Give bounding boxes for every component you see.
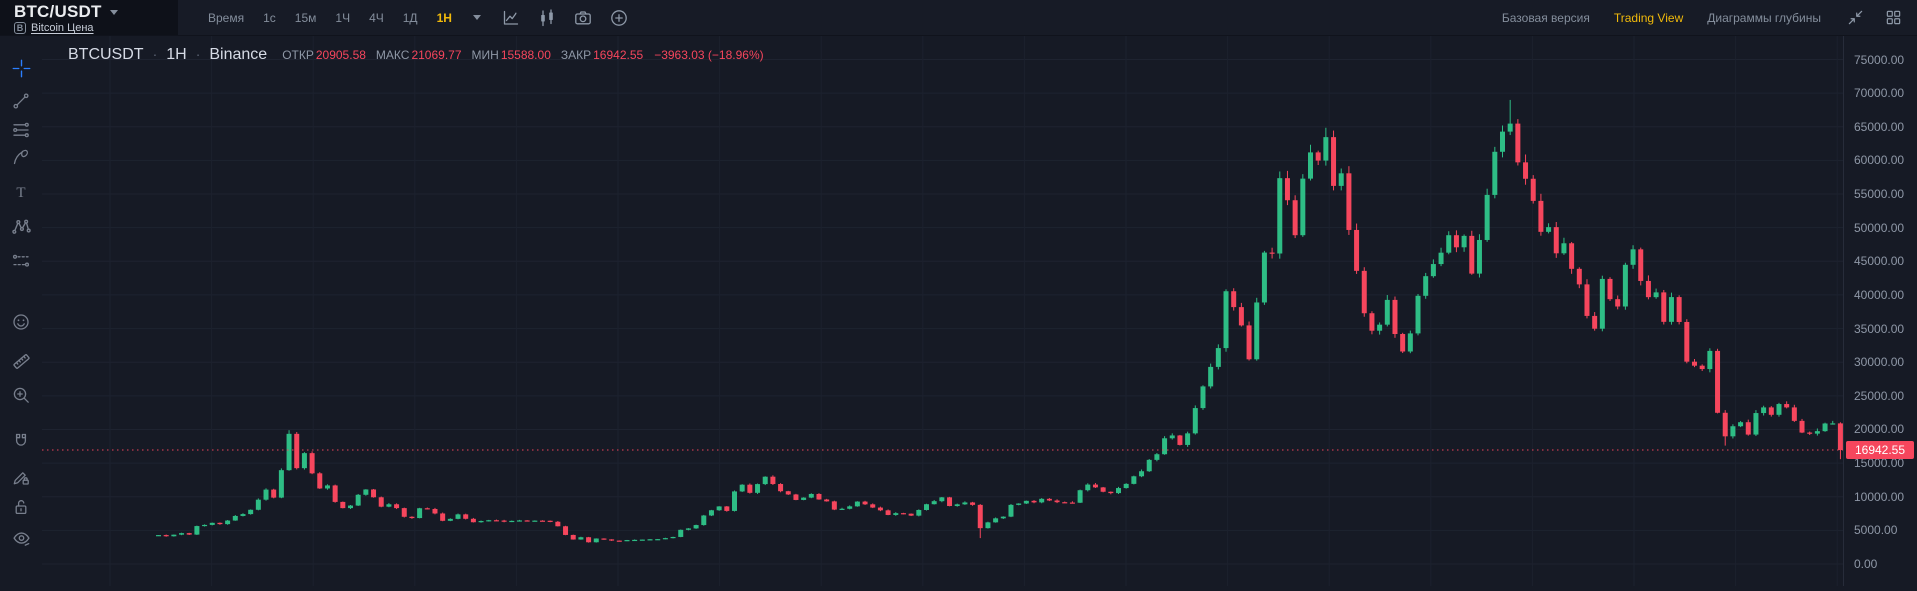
candlesticks-icon[interactable]	[535, 6, 559, 30]
timeframe-bar: Время 1с 15м 1Ч 4Ч 1Д 1Н	[208, 11, 483, 25]
drawing-tool-rail: T	[0, 35, 42, 586]
tool-text-icon[interactable]: T	[7, 178, 35, 206]
price-axis[interactable]: 75000.00 70000.00 65000.00 60000.00 55000.00…	[1843, 35, 1917, 586]
price-axis-label: 60000.00	[1854, 153, 1905, 168]
view-link[interactable]: Базовая версия	[1501, 10, 1590, 25]
view-link[interactable]: Диаграммы глубины	[1707, 10, 1821, 25]
tool-lock-all-icon[interactable]	[7, 493, 35, 521]
price-axis-label: 40000.00	[1854, 287, 1905, 302]
timeframe-4Ч[interactable]: 4Ч	[369, 10, 384, 25]
chart-pane[interactable]: BTCUSDT · 1H · Binance ОТКР 20905.58 МАКС 2…	[42, 35, 1843, 586]
price-axis-label: 30000.00	[1854, 355, 1905, 370]
grid-layout-icon[interactable]	[1883, 8, 1903, 28]
price-axis-label: 0.00	[1854, 557, 1878, 571]
collapse-icon[interactable]	[1845, 8, 1865, 28]
legend-field-value: 21069.77	[411, 48, 462, 62]
last-price-tag: 16942.55	[1846, 441, 1914, 460]
view-link[interactable]: Trading View	[1613, 10, 1684, 25]
price-axis-label: 50000.00	[1854, 220, 1905, 235]
timeframe-1с[interactable]: 1с	[263, 10, 276, 25]
legend-field-label: МИН 15588.00	[471, 48, 551, 62]
chevron-down-icon	[472, 15, 481, 20]
price-axis-label: 75000.00	[1854, 52, 1905, 67]
legend-change: −3963.03 (−18.96%)	[654, 48, 764, 62]
coin-link-row: B Bitcoin Цена	[14, 22, 178, 34]
tool-xabcd-pattern-icon[interactable]	[7, 212, 35, 240]
timeframe-1Ч[interactable]: 1Ч	[335, 10, 351, 25]
timeframe-1Н[interactable]: 1Н	[436, 10, 452, 25]
camera-icon[interactable]	[571, 6, 595, 30]
timeframe-dropdown[interactable]	[471, 13, 483, 22]
timeframe-time-label[interactable]: Время	[208, 10, 245, 25]
tool-fib-lines-icon[interactable]	[7, 116, 35, 144]
price-axis-label: 10000.00	[1854, 489, 1905, 504]
timeframe-15м[interactable]: 15м	[294, 10, 317, 25]
legend-fields: ОТКР 20905.58 МАКС 21069.77 МИН 15588.00 ЗАКР 1…	[282, 48, 643, 62]
tool-crosshair-icon[interactable]	[7, 54, 35, 82]
legend-field-label: МАКС 21069.77	[375, 48, 462, 62]
tool-forecast-icon[interactable]	[7, 247, 35, 275]
price-axis-label: 35000.00	[1854, 321, 1905, 336]
price-axis-label: 70000.00	[1854, 86, 1905, 101]
price-axis-label: 15000.00	[1854, 456, 1905, 471]
legend-symbol[interactable]: BTCUSDT	[68, 46, 144, 63]
price-axis-label: 65000.00	[1854, 119, 1905, 134]
legend-field-value: 15588.00	[500, 48, 551, 62]
legend-field-label: ОТКР 20905.58	[282, 48, 366, 62]
price-axis-label: 25000.00	[1854, 388, 1905, 403]
tool-ruler-icon[interactable]	[7, 347, 35, 375]
timeframe-options: 1с 15м 1Ч 4Ч 1Д 1Н	[263, 11, 452, 25]
tool-magnet-icon[interactable]	[7, 427, 35, 455]
tool-brush-icon[interactable]	[7, 143, 35, 171]
tool-hide-drawings-icon[interactable]	[7, 524, 35, 552]
topbar-right: Базовая версия Trading View Диаграммы глуб…	[1502, 8, 1917, 28]
top-toolbar: BTC/USDT B Bitcoin Цена Время 1с 15м 1Ч 4Ч 1…	[0, 0, 1917, 35]
price-axis-label: 5000.00	[1854, 523, 1898, 538]
symbol-block: BTC/USDT B Bitcoin Цена	[0, 0, 178, 35]
tool-drawing-lock-icon[interactable]	[7, 463, 35, 491]
svg-text:T: T	[16, 185, 25, 201]
symbol-selector[interactable]: BTC/USDT	[14, 2, 178, 22]
legend-exchange: Binance	[209, 46, 268, 63]
line-chart-icon[interactable]	[499, 6, 523, 30]
price-axis-label: 55000.00	[1854, 187, 1905, 202]
symbol-title: BTC/USDT	[14, 2, 102, 21]
ohlc-legend: BTCUSDT · 1H · Binance ОТКР 20905.58 МАКС 2…	[68, 46, 764, 64]
tool-emoji-icon[interactable]	[7, 308, 35, 336]
legend-field-value: 20905.58	[315, 48, 366, 62]
topbar-divider	[0, 35, 1917, 36]
candlestick-chart[interactable]	[42, 35, 1843, 586]
legend-field-value: 16942.55	[593, 48, 644, 62]
chart-tools	[499, 6, 631, 30]
tool-trend-line-icon[interactable]	[7, 87, 35, 115]
plus-circle-icon[interactable]	[607, 6, 631, 30]
legend-separator: ·	[152, 46, 158, 62]
legend-field-label: ЗАКР 16942.55	[560, 48, 644, 62]
view-switcher: Базовая версия Trading View Диаграммы глуб…	[1502, 11, 1821, 25]
legend-separator: ·	[195, 46, 201, 62]
chevron-down-icon	[109, 9, 118, 15]
tool-zoom-in-icon[interactable]	[7, 381, 35, 409]
coin-price-link[interactable]: Bitcoin Цена	[31, 22, 94, 34]
layout-controls	[1845, 8, 1903, 28]
timeframe-1Д[interactable]: 1Д	[402, 10, 418, 25]
price-axis-label: 45000.00	[1854, 254, 1905, 269]
bitcoin-icon: B	[14, 22, 26, 34]
legend-interval[interactable]: 1H	[166, 46, 187, 63]
price-axis-label: 20000.00	[1854, 422, 1905, 437]
